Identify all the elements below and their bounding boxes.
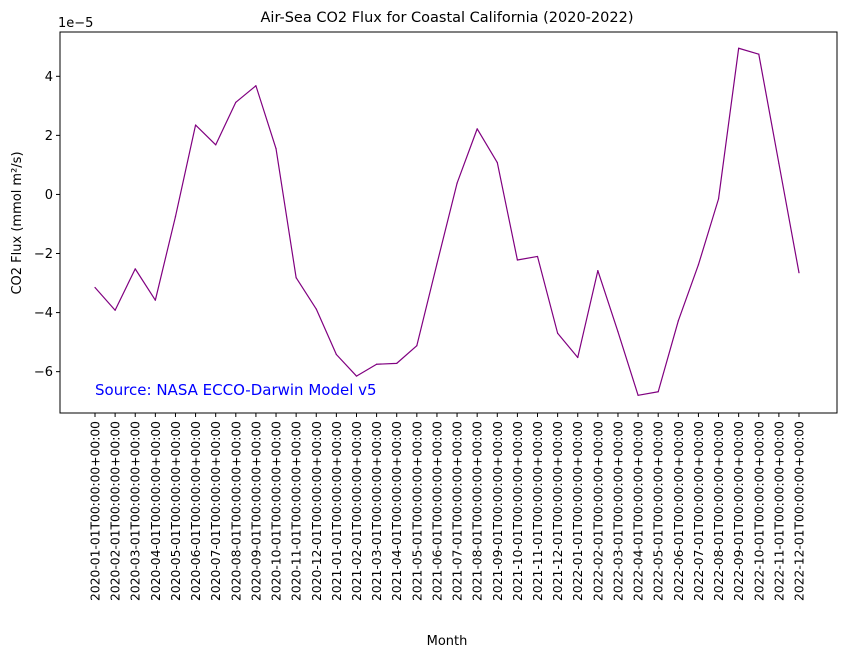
plot-content — [94, 47, 800, 396]
x-tick-label: 2021-03-01T00:00:00+00:00 — [370, 421, 384, 601]
data-point — [577, 356, 579, 359]
data-point — [275, 148, 277, 150]
y-tick-label: 2 — [45, 129, 53, 144]
data-point — [536, 255, 539, 258]
plot-area-frame — [59, 31, 838, 414]
x-tick-label: 2022-05-01T00:00:00+00:00 — [652, 421, 666, 601]
x-tick-label: 2021-02-01T00:00:00+00:00 — [350, 421, 364, 601]
data-point — [416, 345, 418, 347]
data-point — [315, 308, 317, 310]
data-point — [436, 263, 438, 265]
x-tick-label: 2020-12-01T00:00:00+00:00 — [310, 421, 324, 601]
x-tick-label: 2020-09-01T00:00:00+00:00 — [249, 421, 263, 601]
x-tick-label: 2020-05-01T00:00:00+00:00 — [169, 421, 183, 601]
data-point — [476, 128, 478, 130]
y-axis-label: CO2 Flux (mmol m²/s) — [10, 151, 25, 294]
x-tick-label: 2021-04-01T00:00:00+00:00 — [390, 421, 404, 601]
x-tick-label: 2021-06-01T00:00:00+00:00 — [430, 421, 444, 601]
data-point — [235, 101, 237, 103]
data-point — [255, 85, 257, 87]
x-tick-label: 2020-03-01T00:00:00+00:00 — [129, 421, 143, 601]
x-tick-label: 2021-01-01T00:00:00+00:00 — [330, 421, 344, 601]
data-point — [376, 363, 378, 365]
x-tick-label: 2021-05-01T00:00:00+00:00 — [410, 421, 424, 601]
x-tick-label: 2020-10-01T00:00:00+00:00 — [270, 421, 284, 601]
x-tick-label: 2022-10-01T00:00:00+00:00 — [752, 421, 766, 601]
data-point — [295, 277, 297, 279]
x-tick-label: 2022-06-01T00:00:00+00:00 — [672, 421, 686, 601]
x-tick-label: 2022-09-01T00:00:00+00:00 — [732, 421, 746, 601]
source-annotation: Source: NASA ECCO-Darwin Model v5 — [95, 381, 377, 399]
y-axis: 4 2 0 −2 −4 −6 — [34, 70, 60, 380]
x-tick-label: 2020-07-01T00:00:00+00:00 — [209, 421, 223, 601]
series-line — [94, 47, 800, 396]
data-point — [677, 320, 679, 322]
x-tick-label: 2020-01-01T00:00:00+00:00 — [89, 421, 103, 601]
data-point — [134, 268, 136, 270]
data-point — [597, 270, 599, 272]
y-tick-label: −4 — [34, 306, 53, 321]
x-tick-label: 2021-12-01T00:00:00+00:00 — [551, 421, 565, 601]
y-offset-text: 1e−5 — [58, 16, 93, 31]
x-tick-label: 2022-12-01T00:00:00+00:00 — [793, 421, 807, 601]
data-point — [215, 144, 217, 146]
x-tick-label: 2022-03-01T00:00:00+00:00 — [611, 421, 625, 601]
data-point — [456, 182, 458, 184]
data-point — [396, 362, 398, 364]
x-tick-label: 2022-08-01T00:00:00+00:00 — [712, 421, 726, 601]
data-point — [94, 286, 96, 289]
data-point — [355, 375, 358, 377]
x-tick-label: 2021-07-01T00:00:00+00:00 — [451, 421, 465, 601]
x-tick-label: 2020-04-01T00:00:00+00:00 — [149, 421, 163, 601]
x-tick-label: 2021-08-01T00:00:00+00:00 — [471, 421, 485, 601]
data-point — [798, 272, 800, 274]
data-point — [194, 124, 197, 126]
data-point — [516, 259, 519, 261]
data-point — [154, 299, 156, 301]
x-tick-label: 2021-09-01T00:00:00+00:00 — [491, 421, 505, 601]
x-tick-label: 2022-01-01T00:00:00+00:00 — [571, 421, 585, 601]
x-axis: 2020-01-01T00:00:00+00:00 2020-02-01T00:0… — [89, 413, 807, 601]
y-tick-label: 0 — [45, 188, 53, 203]
data-point — [335, 353, 337, 356]
data-point — [174, 215, 177, 218]
data-point — [778, 162, 780, 165]
data-point — [758, 53, 760, 55]
x-tick-label: 2020-06-01T00:00:00+00:00 — [189, 421, 203, 601]
data-point — [657, 391, 659, 393]
x-tick-label: 2022-02-01T00:00:00+00:00 — [591, 421, 605, 601]
data-point — [697, 264, 700, 266]
x-axis-label: Month — [427, 634, 468, 649]
data-point — [617, 331, 619, 333]
x-tick-label: 2022-11-01T00:00:00+00:00 — [772, 421, 786, 601]
x-tick-label: 2022-04-01T00:00:00+00:00 — [632, 421, 646, 601]
data-point — [637, 394, 639, 396]
x-tick-label: 2021-10-01T00:00:00+00:00 — [511, 421, 525, 601]
data-point — [738, 47, 740, 49]
data-point — [496, 161, 498, 164]
x-tick-label: 2022-07-01T00:00:00+00:00 — [692, 421, 706, 601]
y-tick-label: 4 — [45, 70, 53, 85]
y-tick-label: −2 — [34, 247, 53, 262]
data-point — [114, 309, 116, 311]
x-tick-label: 2020-11-01T00:00:00+00:00 — [290, 421, 304, 601]
data-point — [557, 332, 559, 334]
y-tick-label: −6 — [34, 365, 53, 380]
data-point — [717, 198, 720, 200]
x-tick-label: 2020-08-01T00:00:00+00:00 — [229, 421, 243, 601]
x-tick-label: 2021-11-01T00:00:00+00:00 — [531, 421, 545, 601]
x-tick-label: 2020-02-01T00:00:00+00:00 — [109, 421, 123, 601]
chart-title: Air-Sea CO2 Flux for Coastal California … — [261, 10, 634, 26]
